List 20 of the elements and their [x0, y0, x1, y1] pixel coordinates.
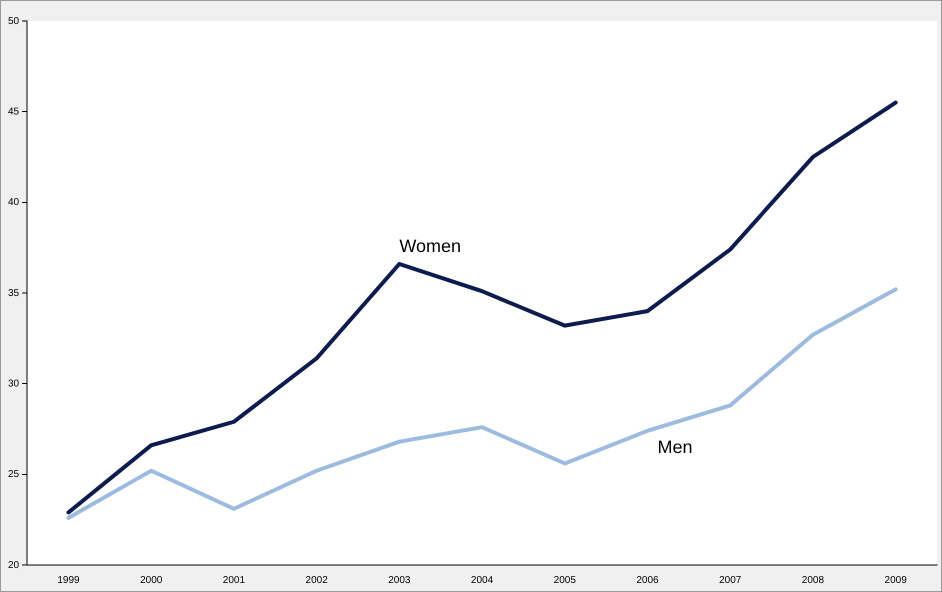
series-label: Women: [399, 236, 462, 256]
x-tick-label: 2007: [719, 574, 742, 586]
x-tick-label: 2004: [470, 574, 494, 586]
y-tick-label: 35: [8, 288, 20, 299]
x-tick-label: 2005: [554, 574, 576, 586]
x-tick-label: 2002: [306, 574, 328, 586]
series-label: Men: [657, 436, 693, 457]
x-tick-label: 2003: [388, 574, 411, 586]
y-tick-label: 30: [8, 378, 20, 390]
y-tick-label: 40: [8, 197, 20, 208]
x-tick-label: 2009: [884, 574, 908, 586]
x-tick-label: 2000: [140, 574, 163, 586]
x-tick-label: 1999: [57, 574, 80, 586]
x-tick-label: 2008: [802, 574, 824, 586]
x-tick-label: 2001: [222, 574, 246, 586]
y-tick-label: 50: [8, 16, 20, 27]
y-tick-label: 45: [8, 106, 20, 118]
x-tick-label: 2006: [636, 574, 660, 586]
y-tick-label: 20: [8, 560, 20, 571]
y-tick-label: 25: [8, 469, 20, 480]
